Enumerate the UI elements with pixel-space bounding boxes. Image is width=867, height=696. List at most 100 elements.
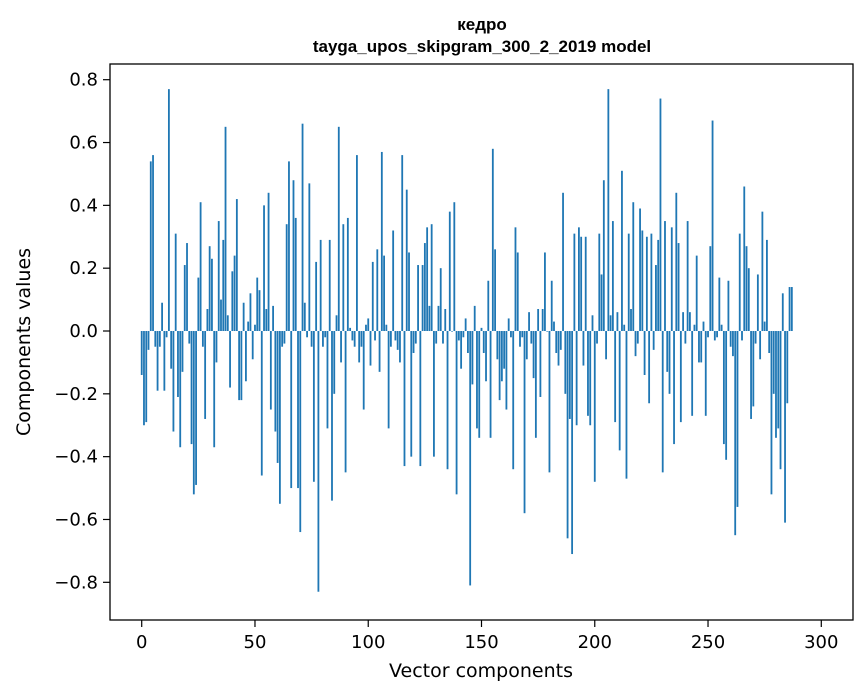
bar-48 (249, 293, 252, 331)
bar-6 (154, 331, 157, 347)
bar-132 (439, 268, 442, 331)
bar-204 (602, 180, 605, 332)
bar-187 (564, 331, 567, 394)
bar-178 (544, 252, 546, 331)
bar-162 (507, 318, 510, 331)
bar-172 (530, 331, 533, 344)
bar-118 (408, 252, 410, 331)
bar-42 (235, 199, 238, 331)
bar-157 (496, 331, 499, 360)
bar-144 (467, 331, 469, 353)
bar-66 (290, 331, 293, 489)
bar-221 (641, 230, 644, 332)
bar-63 (283, 331, 286, 344)
bar-241 (686, 221, 689, 331)
bar-53 (260, 331, 263, 476)
bar-261 (732, 331, 734, 357)
bar-56 (267, 192, 270, 331)
bar-115 (401, 155, 404, 332)
bar-75 (310, 331, 313, 347)
bar-276 (766, 239, 768, 332)
bar-174 (534, 331, 537, 438)
bar-258 (725, 331, 728, 460)
bar-137 (451, 331, 453, 332)
bar-214 (625, 331, 628, 479)
x-axis: 0 50 100 150 200 250 300 (136, 620, 838, 653)
bar-251 (709, 246, 712, 331)
bar-143 (464, 318, 467, 331)
bar-155 (491, 148, 494, 331)
bar-231 (664, 221, 666, 331)
bar-28 (204, 331, 207, 419)
bar-67 (292, 180, 295, 332)
bar-198 (589, 331, 592, 426)
bar-218 (634, 331, 637, 357)
bar-191 (573, 233, 576, 332)
bar-32 (213, 331, 216, 448)
bar-194 (580, 236, 583, 332)
bar-210 (616, 312, 619, 332)
y-tick-label-0.8: 0.8 (69, 70, 98, 91)
bar-105 (378, 331, 381, 372)
bar-71 (301, 123, 304, 332)
bar-64 (285, 224, 288, 331)
y-tick-label-0.2: 0.2 (69, 258, 98, 279)
bar-74 (308, 183, 311, 332)
bar-122 (417, 265, 419, 332)
x-tick-label-250: 250 (691, 632, 725, 653)
bar-129 (433, 331, 435, 457)
bar-232 (666, 331, 669, 372)
bar-1 (143, 331, 145, 426)
bar-203 (600, 274, 603, 331)
bar-166 (516, 252, 519, 331)
bar-46 (245, 331, 247, 382)
bar-197 (587, 331, 589, 416)
bar-22 (190, 331, 193, 445)
x-tick-label-50: 50 (244, 632, 267, 653)
bar-86 (335, 315, 338, 332)
bar-23 (192, 331, 195, 495)
bar-31 (211, 258, 213, 332)
bar-103 (374, 331, 376, 341)
bar-90 (344, 331, 347, 473)
bar-266 (743, 186, 746, 332)
bar-92 (349, 327, 352, 331)
bar-123 (419, 331, 422, 467)
bar-50 (254, 324, 256, 331)
bar-69 (297, 331, 299, 489)
bar-205 (605, 331, 607, 360)
bar-284 (784, 331, 786, 523)
bar-260 (729, 331, 732, 347)
bar-230 (661, 331, 664, 473)
bar-264 (738, 233, 741, 332)
bar-65 (288, 161, 290, 332)
bar-207 (609, 315, 612, 332)
bar-85 (333, 331, 336, 394)
bar-62 (281, 331, 284, 347)
bar-225 (650, 233, 653, 332)
bar-285 (786, 331, 789, 404)
bar-142 (462, 331, 465, 338)
bar-186 (562, 192, 564, 331)
bar-196 (584, 236, 587, 332)
bar-43 (238, 331, 241, 401)
bar-220 (639, 208, 641, 332)
bar-39 (229, 331, 231, 388)
bar-213 (623, 324, 626, 331)
bar-4 (149, 161, 152, 332)
bar-18 (181, 331, 184, 372)
bar-267 (745, 246, 748, 331)
bar-70 (299, 331, 302, 533)
x-tick-label-100: 100 (351, 632, 385, 653)
bar-282 (779, 331, 782, 470)
bar-21 (188, 331, 191, 344)
y-tick-label--0.2: −0.2 (54, 384, 98, 405)
bar-108 (385, 324, 388, 331)
bar-58 (272, 305, 274, 332)
bar-163 (510, 331, 512, 338)
bar-77 (315, 261, 318, 332)
bar-141 (460, 331, 463, 369)
bar-185 (559, 331, 562, 350)
bar-259 (727, 280, 730, 332)
bar-245 (695, 255, 698, 332)
